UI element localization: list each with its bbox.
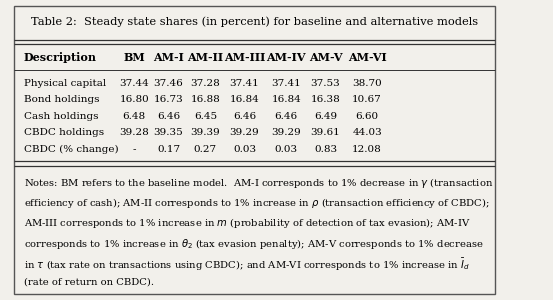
Text: AM-II: AM-II	[187, 52, 223, 63]
Text: Table 2:  Steady state shares (in percent) for baseline and alternative models: Table 2: Steady state shares (in percent…	[31, 16, 478, 27]
Text: in $\tau$ (tax rate on transactions using CBDC); and AM-VI corresponds to 1% inc: in $\tau$ (tax rate on transactions usin…	[24, 257, 469, 273]
Text: 6.49: 6.49	[314, 112, 337, 121]
FancyBboxPatch shape	[14, 6, 494, 294]
Text: Bond holdings: Bond holdings	[24, 95, 100, 104]
Text: 0.27: 0.27	[194, 145, 217, 154]
Text: Cash holdings: Cash holdings	[24, 112, 98, 121]
Text: CBDC (% change): CBDC (% change)	[24, 145, 118, 154]
Text: 39.29: 39.29	[229, 128, 259, 137]
Text: 6.45: 6.45	[194, 112, 217, 121]
Text: 37.41: 37.41	[272, 79, 301, 88]
Text: BM: BM	[123, 52, 145, 63]
Text: 6.60: 6.60	[356, 112, 379, 121]
Text: 37.53: 37.53	[311, 79, 340, 88]
Text: 39.39: 39.39	[190, 128, 220, 137]
Text: 6.46: 6.46	[233, 112, 256, 121]
Text: 16.84: 16.84	[272, 95, 301, 104]
Text: Notes: BM refers to the baseline model.  AM-I corresponds to 1% decrease in $\ga: Notes: BM refers to the baseline model. …	[24, 176, 493, 190]
Text: 16.88: 16.88	[190, 95, 220, 104]
Text: 39.29: 39.29	[272, 128, 301, 137]
Text: (rate of return on CBDC).: (rate of return on CBDC).	[24, 278, 154, 286]
Text: AM-IV: AM-IV	[267, 52, 306, 63]
Text: 16.84: 16.84	[229, 95, 259, 104]
Text: AM-III corresponds to 1% increase in $m$ (probability of detection of tax evasio: AM-III corresponds to 1% increase in $m$…	[24, 216, 471, 230]
Text: 37.44: 37.44	[119, 79, 149, 88]
Text: Description: Description	[24, 52, 97, 63]
Text: AM-VI: AM-VI	[348, 52, 387, 63]
Text: AM-V: AM-V	[309, 52, 342, 63]
Text: CBDC holdings: CBDC holdings	[24, 128, 104, 137]
Text: efficiency of cash); AM-II corresponds to 1% increase in $\rho$ (transaction eff: efficiency of cash); AM-II corresponds t…	[24, 196, 489, 210]
Text: 38.70: 38.70	[352, 79, 382, 88]
Text: 39.61: 39.61	[311, 128, 340, 137]
Text: 37.41: 37.41	[229, 79, 259, 88]
Text: 37.28: 37.28	[190, 79, 220, 88]
Text: 16.73: 16.73	[154, 95, 184, 104]
Text: 12.08: 12.08	[352, 145, 382, 154]
Text: 6.46: 6.46	[275, 112, 298, 121]
Text: corresponds to 1% increase in $\theta_2$ (tax evasion penalty); AM-V corresponds: corresponds to 1% increase in $\theta_2$…	[24, 237, 484, 251]
Text: AM-I: AM-I	[153, 52, 184, 63]
Text: Physical capital: Physical capital	[24, 79, 106, 88]
Text: 16.80: 16.80	[119, 95, 149, 104]
Text: 39.28: 39.28	[119, 128, 149, 137]
Text: 6.48: 6.48	[123, 112, 146, 121]
Text: 0.17: 0.17	[157, 145, 180, 154]
Text: 6.46: 6.46	[157, 112, 180, 121]
Text: 0.03: 0.03	[233, 145, 256, 154]
Text: -: -	[133, 145, 136, 154]
Text: 0.83: 0.83	[314, 145, 337, 154]
Text: 16.38: 16.38	[311, 95, 340, 104]
Text: 37.46: 37.46	[154, 79, 184, 88]
Text: 10.67: 10.67	[352, 95, 382, 104]
Text: 44.03: 44.03	[352, 128, 382, 137]
Text: 0.03: 0.03	[275, 145, 298, 154]
Text: AM-III: AM-III	[224, 52, 265, 63]
Text: 39.35: 39.35	[154, 128, 184, 137]
